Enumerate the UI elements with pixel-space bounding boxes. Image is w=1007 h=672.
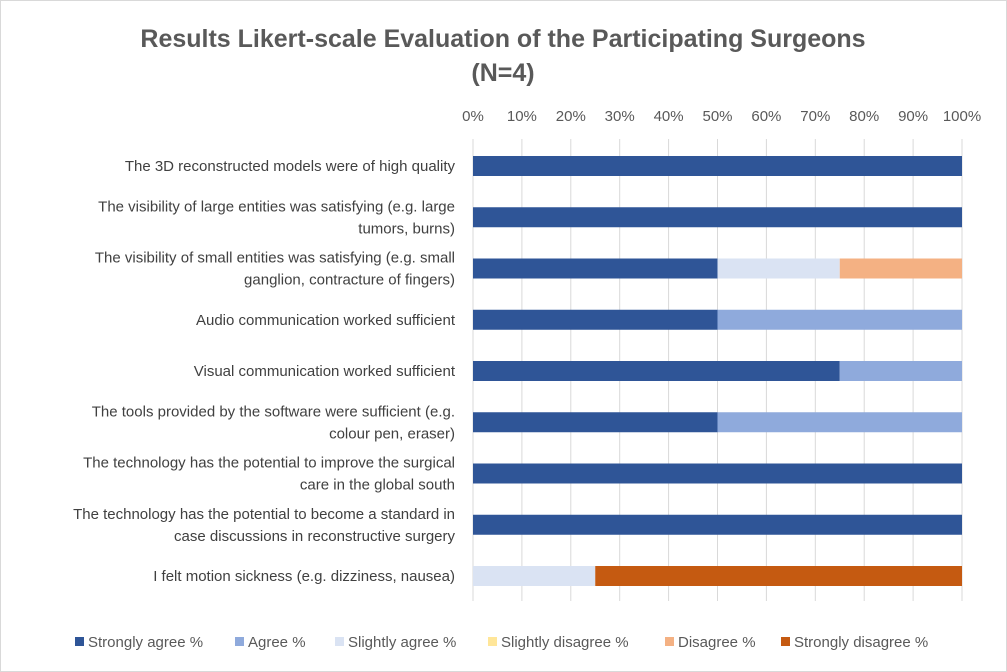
legend-swatch bbox=[75, 637, 84, 646]
bar-segment bbox=[839, 361, 962, 381]
x-tick-label: 70% bbox=[800, 108, 830, 125]
legend-swatch bbox=[781, 637, 790, 646]
category-label: ganglion, contracture of fingers) bbox=[244, 272, 455, 289]
bar-segment bbox=[717, 412, 962, 433]
category-label: case discussions in reconstructive surge… bbox=[174, 528, 455, 545]
category-label: tumors, burns) bbox=[358, 220, 455, 237]
category-labels: The 3D reconstructed models were of high… bbox=[73, 158, 456, 585]
bars bbox=[473, 156, 962, 586]
legend-swatch bbox=[335, 637, 344, 646]
bar-segment bbox=[717, 258, 840, 279]
category-label: I felt motion sickness (e.g. dizziness, … bbox=[153, 568, 455, 585]
legend-label: Disagree % bbox=[678, 634, 756, 651]
legend-label: Strongly disagree % bbox=[794, 634, 928, 651]
bar-segment bbox=[595, 566, 962, 586]
legend: Strongly agree % Agree % Slightly agree % S… bbox=[75, 634, 928, 651]
category-label: The technology has the potential to beco… bbox=[73, 506, 455, 523]
bar-segment bbox=[473, 258, 718, 279]
bar-segment bbox=[717, 309, 962, 330]
x-tick-label: 80% bbox=[849, 108, 879, 125]
category-label: The tools provided by the software were … bbox=[92, 403, 455, 420]
category-label: The 3D reconstructed models were of high… bbox=[125, 158, 456, 175]
x-tick-label: 40% bbox=[654, 108, 684, 125]
x-tick-label: 90% bbox=[898, 108, 928, 125]
category-label: The visibility of small entities was sat… bbox=[95, 250, 455, 267]
category-label: The technology has the potential to impr… bbox=[83, 455, 455, 472]
x-tick-label: 30% bbox=[605, 108, 635, 125]
legend-swatch bbox=[665, 637, 674, 646]
bar-segment bbox=[473, 309, 718, 330]
x-tick-label: 10% bbox=[507, 108, 537, 125]
category-label: care in the global south bbox=[300, 477, 455, 494]
x-tick-label: 50% bbox=[702, 108, 732, 125]
x-tick-label: 100% bbox=[943, 108, 981, 125]
legend-label: Agree % bbox=[248, 634, 306, 651]
x-tick-label: 20% bbox=[556, 108, 586, 125]
category-label: Visual communication worked sufficient bbox=[194, 363, 456, 380]
bar-segment bbox=[473, 412, 718, 433]
x-tick-label: 0% bbox=[462, 108, 484, 125]
legend-label: Slightly disagree % bbox=[501, 634, 629, 651]
category-label: Audio communication worked sufficient bbox=[196, 312, 456, 329]
bar-segment bbox=[473, 463, 962, 484]
legend-swatch bbox=[235, 637, 244, 646]
category-label: colour pen, eraser) bbox=[329, 425, 455, 442]
bar-segment bbox=[473, 361, 840, 381]
chart-title: Results Likert-scale Evaluation of the P… bbox=[140, 25, 865, 53]
x-axis-ticks: 0% 10% 20% 30% 40% 50% 60% 70% 80% 90% 100% bbox=[462, 108, 981, 125]
bar-segment bbox=[473, 207, 962, 228]
bar-segment bbox=[839, 258, 962, 279]
bar-segment bbox=[473, 156, 962, 176]
bar-segment bbox=[473, 566, 596, 586]
bar-segment bbox=[473, 514, 962, 535]
x-tick-label: 60% bbox=[751, 108, 781, 125]
legend-label: Slightly agree % bbox=[348, 634, 456, 651]
chart-subtitle: (N=4) bbox=[471, 59, 534, 87]
legend-label: Strongly agree % bbox=[88, 634, 203, 651]
category-label: The visibility of large entities was sat… bbox=[98, 198, 455, 215]
legend-swatch bbox=[488, 637, 497, 646]
